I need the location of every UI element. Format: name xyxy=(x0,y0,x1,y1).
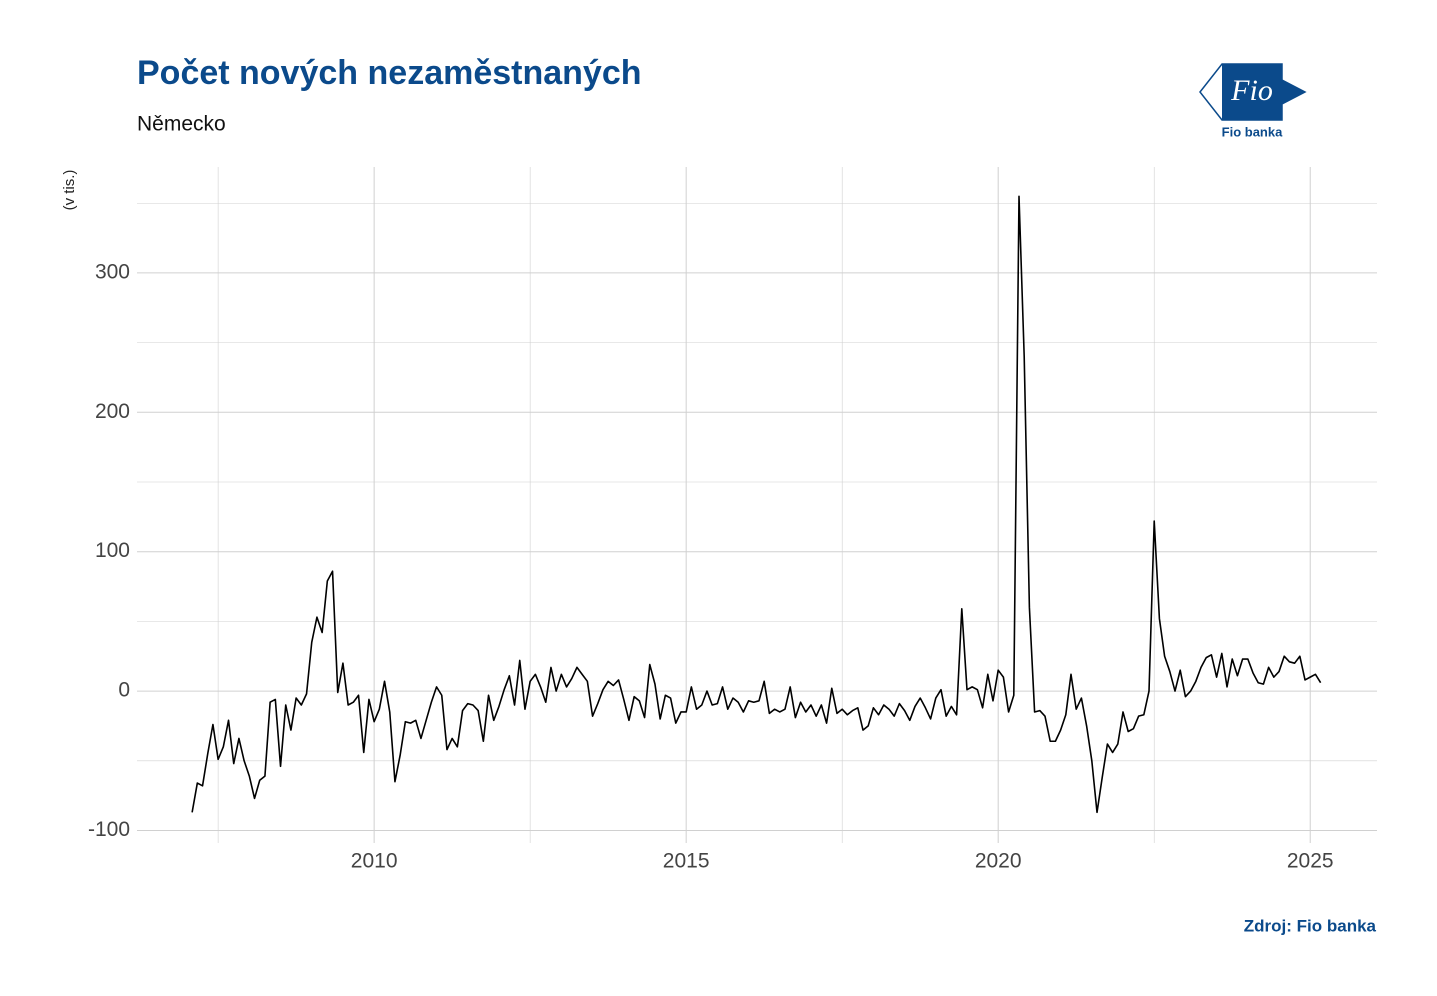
data-line xyxy=(191,195,1322,814)
logo: Fio Fio banka xyxy=(1199,63,1307,139)
logo-caption: Fio banka xyxy=(1222,124,1283,139)
x-tick-label: 2015 xyxy=(663,850,710,873)
logo-tip xyxy=(1282,80,1305,104)
x-tick-label: 2020 xyxy=(975,850,1022,873)
grid xyxy=(137,167,1377,843)
y-tick-label: 100 xyxy=(95,539,130,562)
y-tick-label: 200 xyxy=(95,400,130,423)
y-axis-label: (v tis.) xyxy=(61,170,78,211)
logo-flag xyxy=(1222,64,1282,120)
y-tick-label: -100 xyxy=(88,818,130,841)
y-tick-label: 300 xyxy=(95,260,130,283)
x-tick-label: 2025 xyxy=(1287,850,1334,873)
logo-text: Fio xyxy=(1230,74,1273,107)
chart-title: Počet nových nezaměstnaných xyxy=(137,54,642,92)
y-tick-label: 0 xyxy=(118,679,130,702)
chart-subtitle: Německo xyxy=(137,113,226,136)
source: Zdroj: Fio banka xyxy=(1244,916,1377,935)
x-tick-label: 2010 xyxy=(351,850,398,873)
